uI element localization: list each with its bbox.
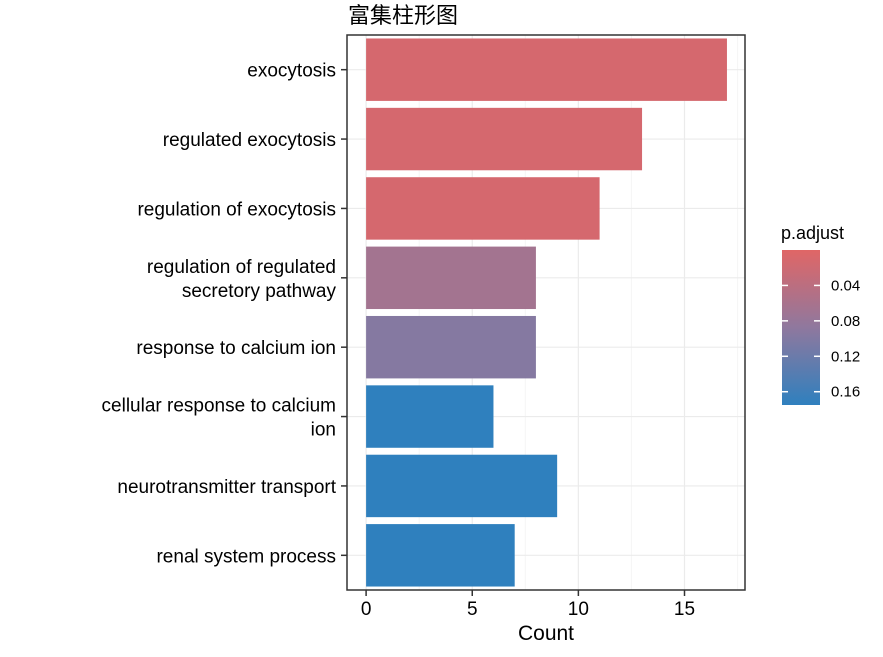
category-label: secretory pathway: [182, 281, 337, 302]
chart-title: 富集柱形图: [348, 4, 458, 29]
x-tick-label: 5: [467, 599, 478, 620]
x-tick-label: 10: [568, 599, 589, 620]
legend-tick-label: 0.12: [831, 348, 860, 365]
bar: [366, 38, 727, 101]
x-axis: 0 5 10 15: [361, 590, 695, 620]
category-label: regulated exocytosis: [163, 130, 336, 151]
x-tick-label: 15: [674, 599, 695, 620]
legend-tick-label: 0.04: [831, 277, 860, 294]
legend-tick-label: 0.16: [831, 384, 860, 401]
legend: 0.04 0.08 0.12 0.16: [782, 250, 860, 405]
bar: [366, 177, 600, 240]
bar: [366, 385, 494, 448]
legend-tick-label: 0.08: [831, 313, 860, 330]
category-label: ion: [311, 420, 336, 441]
legend-colorbar: [782, 250, 820, 405]
category-label: neurotransmitter transport: [117, 477, 336, 498]
bar: [366, 454, 558, 518]
bar: [366, 246, 536, 310]
legend-title: p.adjust: [781, 223, 844, 243]
category-label: regulation of regulated: [147, 257, 336, 278]
bar: [366, 107, 643, 171]
category-label: response to calcium ion: [136, 338, 336, 359]
category-label: renal system process: [156, 546, 336, 567]
bar: [366, 315, 536, 379]
panel-border: [346, 34, 746, 591]
bar: [366, 524, 515, 587]
x-tick-label: 0: [361, 599, 372, 620]
y-axis: exocytosis regulated exocytosis regulation…: [102, 61, 347, 567]
category-label: cellular response to calcium: [102, 396, 336, 417]
x-axis-title: Count: [518, 622, 574, 645]
category-label: exocytosis: [247, 61, 336, 82]
bars: [366, 38, 727, 587]
category-label: regulation of exocytosis: [137, 199, 336, 220]
